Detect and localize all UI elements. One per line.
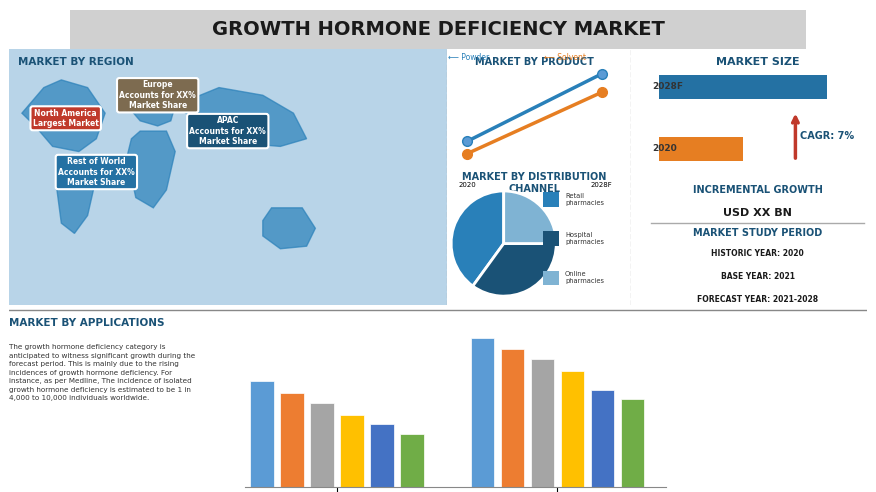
Text: INCREMENTAL GROWTH: INCREMENTAL GROWTH bbox=[693, 185, 823, 195]
Bar bbox=[280, 393, 304, 487]
Text: MARKET SIZE: MARKET SIZE bbox=[716, 57, 800, 67]
Bar bbox=[543, 231, 559, 246]
Text: Retail
pharmacies: Retail pharmacies bbox=[565, 193, 604, 206]
Bar bbox=[470, 338, 494, 487]
Text: ⟵ Solvent: ⟵ Solvent bbox=[544, 53, 586, 62]
Text: North America
Largest Market: North America Largest Market bbox=[32, 109, 99, 128]
Text: ⟵ Powder: ⟵ Powder bbox=[448, 53, 489, 62]
Text: 2020: 2020 bbox=[458, 182, 476, 188]
Bar bbox=[543, 192, 559, 207]
Text: CAGR: 7%: CAGR: 7% bbox=[800, 131, 854, 141]
Text: MARKET BY REGION: MARKET BY REGION bbox=[18, 57, 133, 67]
Bar bbox=[251, 381, 273, 487]
Text: USD XX BN: USD XX BN bbox=[724, 208, 792, 218]
Polygon shape bbox=[57, 156, 96, 233]
Text: Hospital
pharmacies: Hospital pharmacies bbox=[565, 232, 604, 245]
Text: 2028F: 2028F bbox=[653, 82, 683, 91]
Bar bbox=[543, 271, 559, 285]
Wedge shape bbox=[504, 191, 556, 244]
Bar bbox=[590, 390, 614, 487]
Text: MARKET BY APPLICATIONS: MARKET BY APPLICATIONS bbox=[9, 318, 165, 328]
Bar bbox=[500, 349, 524, 487]
Polygon shape bbox=[131, 95, 175, 126]
Polygon shape bbox=[175, 88, 307, 147]
Text: FORECAST YEAR: 2021-2028: FORECAST YEAR: 2021-2028 bbox=[697, 295, 818, 304]
Wedge shape bbox=[451, 191, 504, 286]
Text: Rest of World
Accounts for XX%
Market Share: Rest of World Accounts for XX% Market Sh… bbox=[58, 157, 135, 187]
Bar bbox=[310, 402, 334, 487]
Text: BASE YEAR: 2021: BASE YEAR: 2021 bbox=[721, 272, 795, 281]
Text: 2028F: 2028F bbox=[591, 182, 612, 188]
Bar bbox=[621, 400, 644, 487]
Text: 2020: 2020 bbox=[653, 144, 677, 153]
Text: Europe
Accounts for XX%
Market Share: Europe Accounts for XX% Market Share bbox=[119, 80, 196, 110]
Polygon shape bbox=[127, 131, 175, 208]
Text: Online
pharmacies: Online pharmacies bbox=[565, 272, 604, 284]
Text: APAC
Accounts for XX%
Market Share: APAC Accounts for XX% Market Share bbox=[189, 116, 266, 146]
Bar bbox=[659, 74, 827, 98]
Text: MARKET STUDY PERIOD: MARKET STUDY PERIOD bbox=[693, 228, 823, 238]
FancyBboxPatch shape bbox=[63, 9, 813, 50]
Polygon shape bbox=[263, 208, 315, 249]
Text: GROWTH HORMONE DEFICIENCY MARKET: GROWTH HORMONE DEFICIENCY MARKET bbox=[212, 20, 664, 39]
Polygon shape bbox=[22, 80, 105, 152]
Text: The growth hormone deficiency category is
anticipated to witness significant gro: The growth hormone deficiency category i… bbox=[9, 344, 195, 401]
Text: MARKET BY PRODUCT: MARKET BY PRODUCT bbox=[475, 57, 594, 67]
Bar bbox=[531, 359, 554, 487]
Bar bbox=[400, 434, 424, 487]
Bar bbox=[371, 425, 394, 487]
Text: MARKET BY DISTRIBUTION
CHANNEL: MARKET BY DISTRIBUTION CHANNEL bbox=[463, 172, 606, 194]
Wedge shape bbox=[473, 244, 556, 296]
Text: HISTORIC YEAR: 2020: HISTORIC YEAR: 2020 bbox=[711, 249, 804, 258]
Bar bbox=[341, 415, 364, 487]
Bar bbox=[659, 136, 743, 160]
Bar bbox=[561, 371, 584, 487]
